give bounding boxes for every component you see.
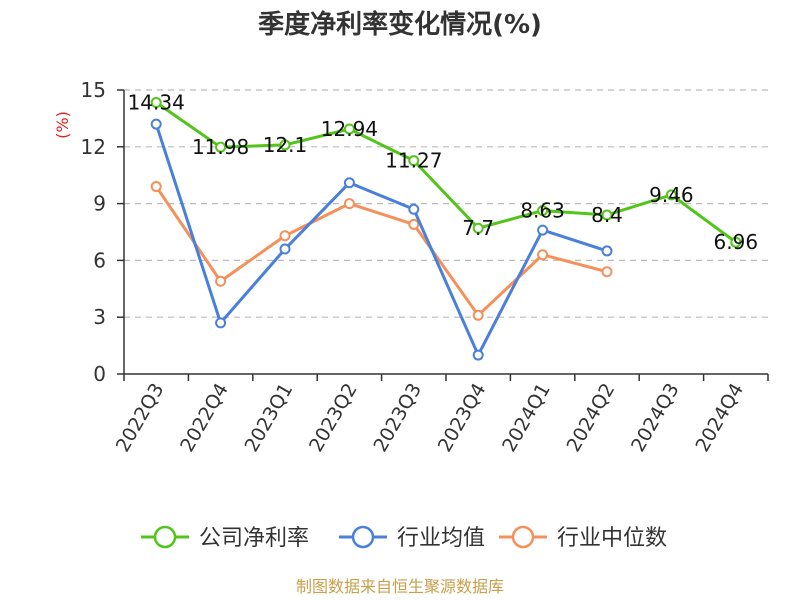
y-tick-label: 9 <box>93 192 106 216</box>
legend-swatch-marker <box>153 525 177 549</box>
legend-item: 公司净利率 <box>141 525 309 551</box>
data-point <box>665 189 677 201</box>
series-line <box>154 185 608 317</box>
legend-item: 行业均值 <box>339 525 485 551</box>
data-point <box>537 249 549 261</box>
legend-label: 行业均值 <box>397 526 485 551</box>
chart-title: 季度净利率变化情况(%) <box>258 9 542 40</box>
x-tick-label: 2022Q3 <box>112 380 169 456</box>
legend-swatch-marker <box>351 525 375 549</box>
series-line <box>155 101 737 244</box>
legend: 公司净利率 行业均值 行业中位数 <box>141 525 667 551</box>
x-tick-label: 2024Q2 <box>563 380 620 456</box>
x-tick-label: 2023Q3 <box>369 380 426 456</box>
data-point <box>279 230 291 242</box>
x-tick-label: 2024Q3 <box>627 380 684 456</box>
series-1 <box>150 118 613 361</box>
data-point <box>215 141 227 153</box>
data-point <box>215 275 227 287</box>
data-label: 12.1 <box>263 133 308 157</box>
legend-label: 行业中位数 <box>557 526 667 551</box>
data-labels: 14.34 11.98 12.1 12.94 11.27 7.7 8.63 8.4 9.46 6.… <box>128 90 758 254</box>
series-line <box>154 123 608 357</box>
data-label: 8.63 <box>520 199 565 223</box>
data-point <box>601 266 613 278</box>
series-lines <box>150 96 742 361</box>
data-point <box>472 349 484 361</box>
x-tick-label: 2023Q2 <box>305 380 362 456</box>
source-note: 制图数据来自恒生聚源数据库 <box>296 577 504 596</box>
data-point <box>408 218 420 230</box>
data-label: 11.27 <box>385 149 442 173</box>
data-point <box>343 123 355 135</box>
data-label: 6.96 <box>714 230 759 254</box>
y-tick-label: 12 <box>81 135 106 159</box>
gridlines <box>124 89 768 318</box>
data-point <box>343 198 355 210</box>
data-point <box>601 209 613 221</box>
legend-label: 公司净利率 <box>199 526 309 551</box>
data-label: 7.7 <box>462 216 494 240</box>
legend-item: 行业中位数 <box>499 525 667 551</box>
data-point <box>279 139 291 151</box>
data-point <box>472 222 484 234</box>
data-point <box>408 155 420 167</box>
data-point <box>730 236 742 248</box>
data-point <box>472 309 484 321</box>
data-point <box>601 245 613 257</box>
y-tick-label: 0 <box>93 362 106 386</box>
y-tick-label: 3 <box>93 305 106 329</box>
data-point <box>537 205 549 217</box>
y-tick-label: 6 <box>93 248 106 272</box>
data-point <box>150 118 162 130</box>
x-tick-label: 2022Q4 <box>176 380 233 456</box>
x-tick-label: 2024Q4 <box>691 380 748 456</box>
series-2 <box>150 181 613 321</box>
y-tick-label: 15 <box>81 78 106 102</box>
data-label: 14.34 <box>128 90 185 114</box>
y-axis-label: (%) <box>53 111 72 139</box>
data-point <box>537 224 549 236</box>
legend-swatch-marker <box>511 525 535 549</box>
data-label: 11.98 <box>192 135 249 159</box>
data-label: 12.94 <box>321 117 378 141</box>
data-label: 8.4 <box>591 203 623 227</box>
series-0 <box>150 96 742 248</box>
data-point <box>215 317 227 329</box>
data-point <box>279 243 291 255</box>
x-tick-label: 2023Q1 <box>241 380 298 456</box>
data-point <box>150 96 162 108</box>
data-point <box>150 181 162 193</box>
data-point <box>343 177 355 189</box>
data-point <box>408 203 420 215</box>
data-label: 9.46 <box>649 183 694 207</box>
x-tick-label: 2024Q1 <box>498 380 555 456</box>
x-tick-label: 2023Q4 <box>434 380 491 456</box>
